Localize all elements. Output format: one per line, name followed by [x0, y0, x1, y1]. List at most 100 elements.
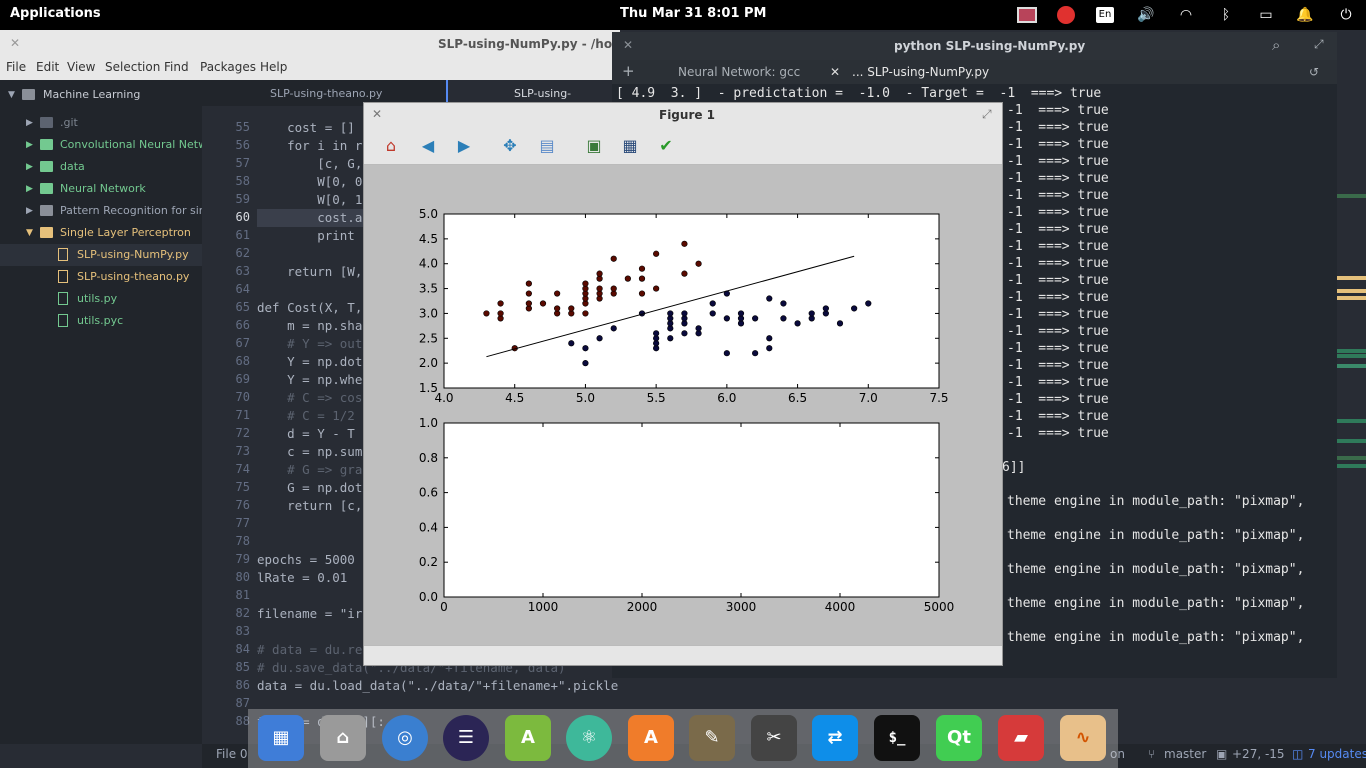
tree-item-neural-network[interactable]: ▶ Neural Network — [0, 178, 202, 200]
figure-close-icon[interactable]: ✕ — [372, 107, 383, 121]
scatter-point-class-a — [653, 285, 660, 292]
line-number: 63 — [235, 264, 250, 278]
terminal-icon[interactable]: $_ — [874, 715, 920, 761]
tab-neural-network-gcc[interactable]: Neural Network: gcc — [678, 65, 801, 79]
scatter-point-class-b — [667, 335, 674, 342]
tree-item-single-layer-perceptron[interactable]: ▼ Single Layer Perceptron — [0, 222, 202, 244]
wifi-icon[interactable]: ◠ — [1179, 7, 1193, 23]
tree-item-utils-py[interactable]: utils.py — [0, 288, 202, 310]
android-studio-icon[interactable]: A — [505, 715, 551, 761]
pan-icon[interactable]: ✥ — [503, 136, 517, 155]
tab-close-icon[interactable]: ✕ — [830, 65, 841, 79]
line-number: 69 — [235, 372, 250, 386]
volume-icon[interactable]: 🔊 — [1137, 7, 1155, 23]
applications-menu[interactable]: Applications — [10, 6, 101, 21]
power-icon[interactable]: ⏻ — [1340, 7, 1352, 23]
save-icon[interactable]: ▦ — [622, 136, 638, 155]
terminal-titlebar: ✕ python SLP-using-NumPy.py ⌕ ⤢ — [612, 32, 1337, 60]
menu-packages[interactable]: Packages — [200, 60, 256, 74]
menu-view[interactable]: View — [67, 60, 96, 74]
scatter-point-class-b — [766, 345, 773, 352]
x-tick-label: 6.5 — [788, 391, 807, 405]
screenshot-icon[interactable]: ✂ — [751, 715, 797, 761]
scatter-point-class-b — [610, 325, 617, 332]
y-tick-label: 1.5 — [419, 381, 438, 395]
scatter-point-class-b — [681, 310, 688, 317]
menu-find[interactable]: Find — [164, 60, 189, 74]
line-number: 82 — [235, 606, 250, 620]
menu-help[interactable]: Help — [260, 60, 288, 74]
qt-creator-icon[interactable]: Qt — [936, 715, 982, 761]
figure-maximize-icon[interactable]: ⤢ — [982, 107, 992, 121]
editor-minimap[interactable] — [1337, 84, 1366, 744]
subplots-icon[interactable]: ▣ — [586, 136, 602, 155]
code-line: W[0, 1: — [257, 192, 370, 207]
eclipse-icon[interactable]: ☰ — [443, 715, 489, 761]
line-number: 77 — [235, 516, 250, 530]
screenshot-app-icon[interactable] — [1016, 5, 1038, 25]
keyboard-layout-indicator[interactable]: En — [1096, 7, 1114, 23]
tab-slp-theano[interactable]: SLP-using-theano.py — [270, 87, 383, 100]
atom-icon[interactable]: ⚛ — [566, 715, 612, 761]
maximize-icon[interactable]: ⤢ — [1314, 37, 1324, 51]
check-icon[interactable]: ✔ — [659, 136, 673, 155]
minimap-marker — [1337, 276, 1366, 280]
tree-item-cnn[interactable]: ▶ Convolutional Neural Networl — [0, 134, 202, 156]
menu-selection[interactable]: Selection — [105, 60, 161, 74]
bluetooth-icon[interactable]: ᛒ — [1221, 7, 1231, 23]
folder-icon — [22, 89, 35, 100]
atom-close-icon[interactable]: ✕ — [10, 36, 21, 50]
x-tick-label: 2000 — [627, 600, 658, 614]
menu-file[interactable]: File — [6, 60, 27, 74]
terminal-line: -1 ===> true — [1007, 188, 1109, 203]
tree-item-data[interactable]: ▶ data — [0, 156, 202, 178]
line-number: 71 — [235, 408, 250, 422]
files-icon[interactable]: ⌂ — [320, 715, 366, 761]
status-file-count[interactable]: File 0 — [216, 747, 248, 761]
tree-item-pattern-recognition[interactable]: ▶ Pattern Recognition for simpl — [0, 200, 202, 222]
tab-slp-numpy-run[interactable]: ... SLP-using-NumPy.py — [852, 65, 990, 79]
tree-item-git[interactable]: ▶ .git — [0, 112, 202, 134]
terminal-line: -1 ===> true — [1007, 154, 1109, 169]
new-tab-icon[interactable]: + — [622, 62, 635, 80]
clock[interactable]: Thu Mar 31 8:01 PM — [620, 6, 767, 21]
home-icon[interactable]: ⌂ — [385, 136, 397, 155]
app-center-icon[interactable]: A — [628, 715, 674, 761]
terminal-line: -1 ===> true — [1007, 341, 1109, 356]
oscilloscope-icon[interactable]: ∿ — [1060, 715, 1106, 761]
figure-canvas[interactable]: 4.0 4.5 5.0 5.5 6.0 6.5 7.0 7.5 1.5 2.0 2.5 3.0 3.5 4… — [364, 165, 1002, 645]
status-diff[interactable]: +27, -15 — [1232, 747, 1285, 761]
tree-item-utils-pyc[interactable]: utils.pyc — [0, 310, 202, 332]
status-encoding[interactable]: on — [1110, 747, 1125, 761]
history-icon[interactable]: ↺ — [1309, 65, 1320, 79]
workspaces-icon[interactable]: ▦ — [258, 715, 304, 761]
chevron-right-icon: ▶ — [26, 184, 33, 194]
back-icon[interactable]: ◀ — [421, 136, 435, 155]
status-updates[interactable]: 7 updates — [1308, 747, 1366, 761]
teamviewer-icon[interactable]: ⇄ — [812, 715, 858, 761]
no-entry-icon[interactable] — [1055, 5, 1077, 25]
scatter-point-class-b — [794, 320, 801, 327]
zoom-icon[interactable]: ▤ — [539, 136, 555, 155]
menu-edit[interactable]: Edit — [36, 60, 60, 74]
forward-icon[interactable]: ▶ — [457, 136, 471, 155]
cursor-line-highlight — [257, 209, 372, 227]
tree-root[interactable]: ▼ Machine Learning — [0, 84, 202, 106]
terminal-line: theme engine in module_path: "pixmap", — [1007, 596, 1305, 611]
tree-item-slp-numpy[interactable]: SLP-using-NumPy.py — [0, 244, 202, 266]
x-tick-label: 7.5 — [929, 391, 948, 405]
terminal-close-icon[interactable]: ✕ — [623, 38, 634, 52]
x-tick-label: 5000 — [924, 600, 955, 614]
line-number: 81 — [235, 588, 250, 602]
pdf-reader-icon[interactable]: ▰ — [998, 715, 1044, 761]
battery-icon[interactable]: ▭ — [1259, 7, 1273, 23]
tree-item-slp-theano[interactable]: SLP-using-theano.py — [0, 266, 202, 288]
code-line: d = Y - T — [257, 426, 355, 441]
chromium-icon[interactable]: ◎ — [382, 715, 428, 761]
search-icon[interactable]: ⌕ — [1272, 36, 1281, 54]
gimp-icon[interactable]: ✎ — [689, 715, 735, 761]
scatter-point-class-a — [525, 280, 532, 287]
status-branch[interactable]: master — [1164, 747, 1207, 761]
notifications-icon[interactable]: 🔔 — [1296, 7, 1314, 23]
branch-icon: ⑂ — [1148, 747, 1156, 761]
